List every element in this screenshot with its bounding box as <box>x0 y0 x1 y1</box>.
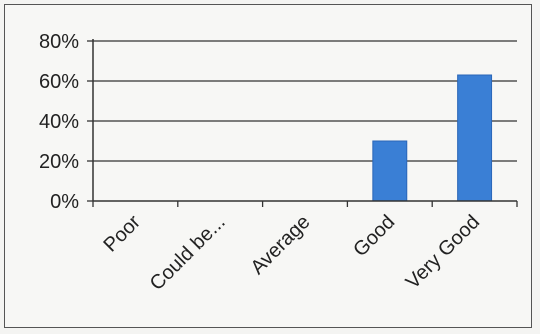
x-tick-label: Poor <box>100 211 146 257</box>
bars <box>372 74 493 202</box>
x-tick-label: Could be... <box>146 211 230 295</box>
x-tick-label: Very Good <box>402 211 484 293</box>
bar-good <box>372 140 408 202</box>
chart-frame: 0% 20% 40% 60% 80% Poor Could be... Average Goo… <box>4 4 532 328</box>
x-tick-label: Average <box>247 211 315 279</box>
y-tick-label: 40% <box>39 111 79 133</box>
y-tick-label: 60% <box>39 71 79 93</box>
x-tick-labels: Poor Could be... Average Good Very Good <box>100 211 485 295</box>
gridlines <box>93 40 517 162</box>
y-tick-labels: 0% 20% 40% 60% 80% <box>39 31 79 213</box>
x-tick-label: Good <box>349 211 399 261</box>
y-tick-label: 0% <box>50 191 79 213</box>
bar-very-good <box>457 74 493 202</box>
y-tick-label: 20% <box>39 151 79 173</box>
bar-chart: 0% 20% 40% 60% 80% Poor Could be... Average Goo… <box>39 31 518 295</box>
y-tick-label: 80% <box>39 31 79 53</box>
axes <box>87 39 518 207</box>
